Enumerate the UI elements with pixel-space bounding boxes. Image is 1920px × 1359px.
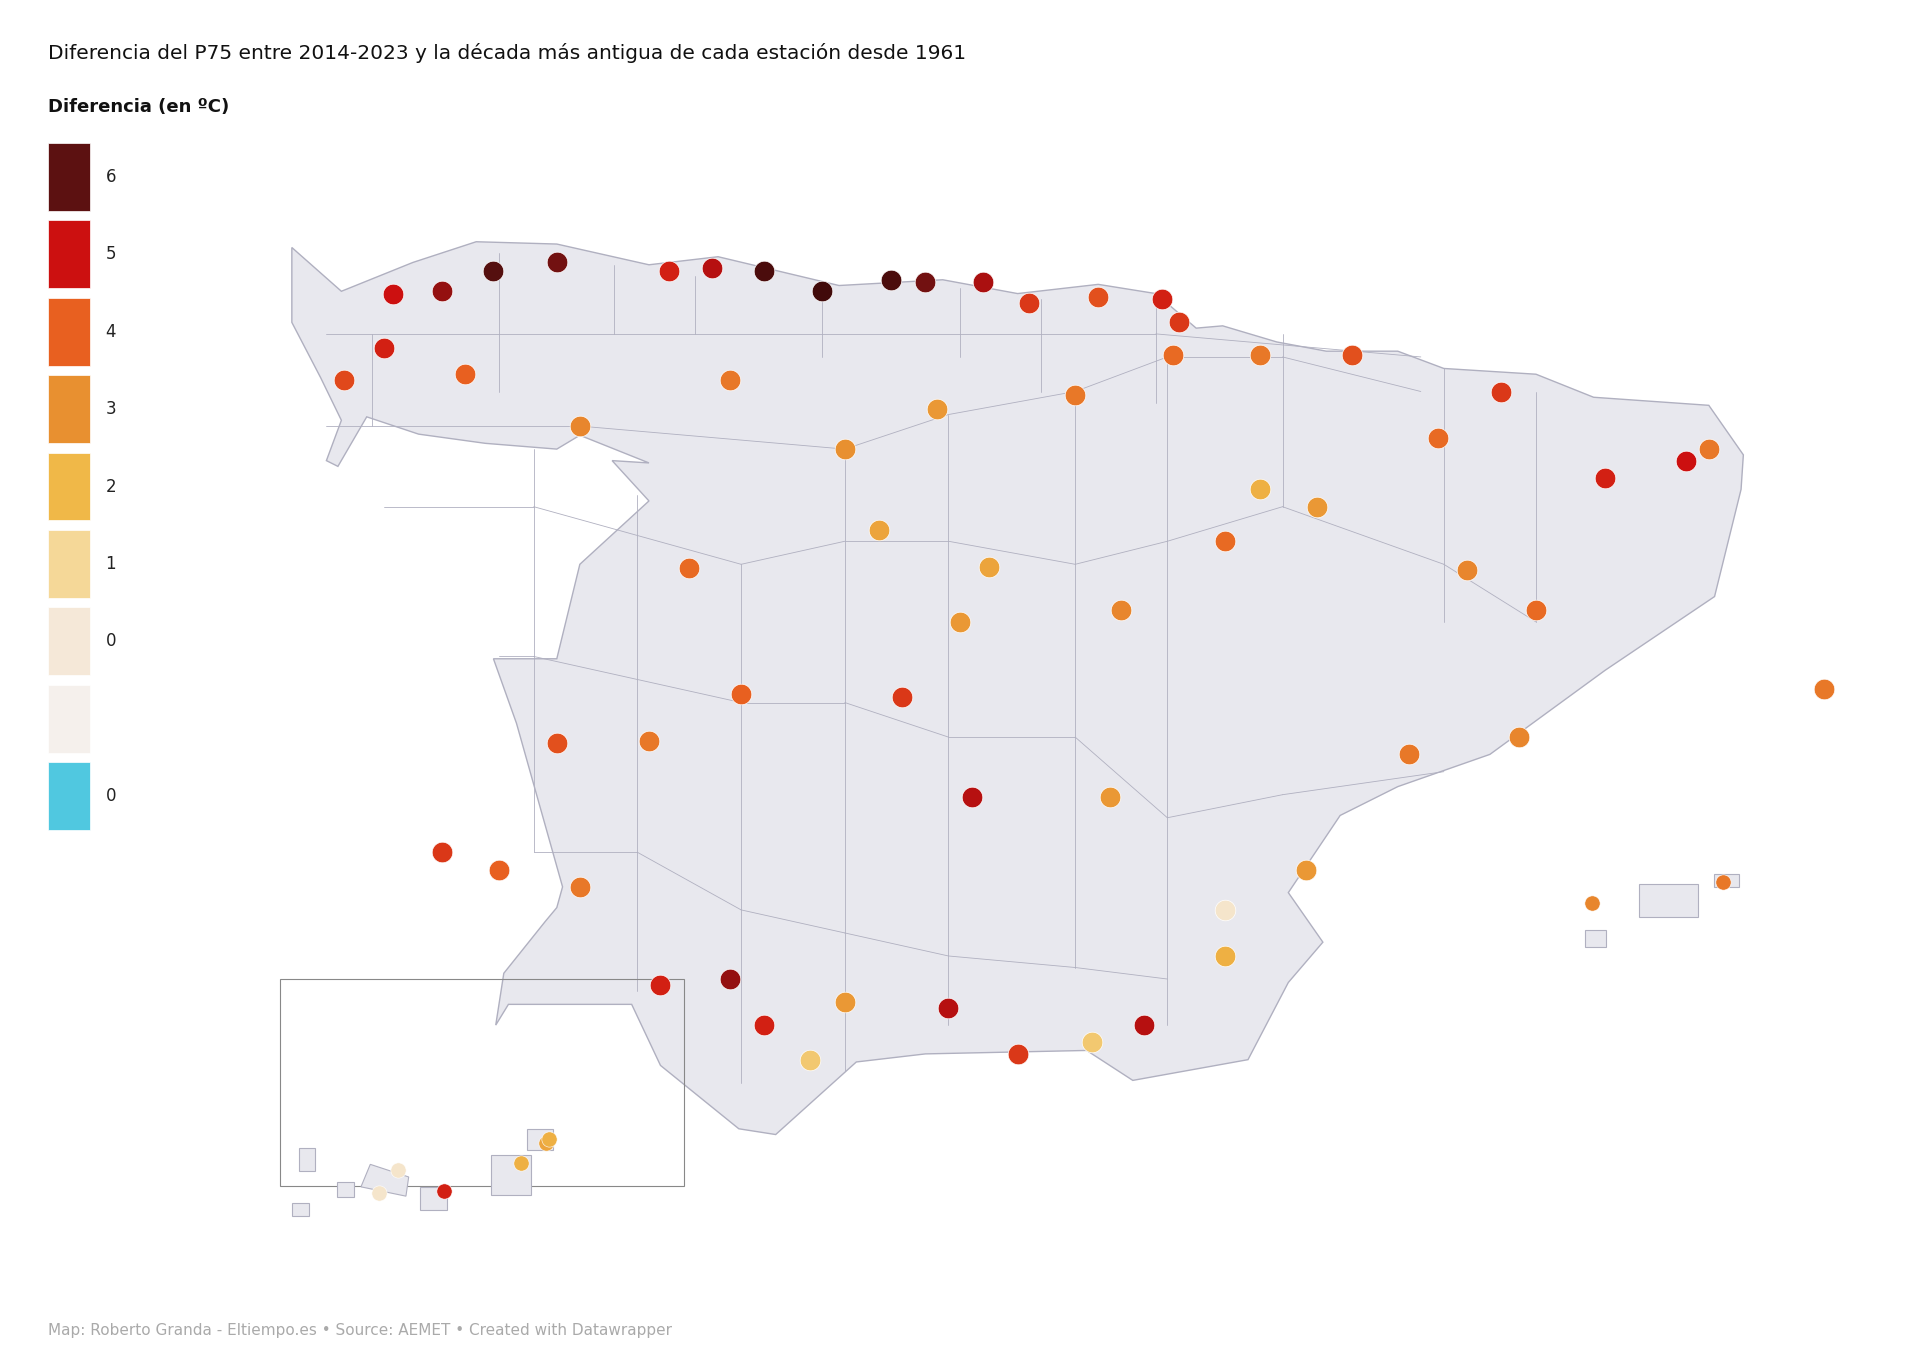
Point [378,283,409,304]
Point [449,363,480,385]
Point [1290,859,1321,881]
Point [1394,743,1425,765]
Point [968,272,998,294]
Text: Diferencia (en ºC): Diferencia (en ºC) [48,98,228,116]
Point [484,859,515,881]
Point [1210,530,1240,552]
Point [645,974,676,996]
Point [1060,385,1091,406]
Point [1503,726,1534,747]
Point [1002,1042,1033,1064]
Point [1576,893,1607,915]
Point [653,260,684,281]
Point [1094,786,1125,807]
Text: 3: 3 [106,400,117,419]
Point [1302,496,1332,518]
Point [1423,427,1453,448]
Point [1693,438,1724,459]
Text: 1: 1 [106,554,117,573]
Polygon shape [338,1182,353,1197]
Point [887,686,918,708]
Point [369,337,399,359]
Bar [280,978,684,1186]
Point [541,733,572,754]
Point [1486,381,1517,402]
Polygon shape [420,1186,447,1210]
Point [714,370,745,391]
Point [1014,292,1044,314]
Point [1244,478,1275,500]
Point [1809,678,1839,700]
Point [829,991,860,1012]
Point [1210,945,1240,966]
Point [1158,344,1188,366]
Point [674,557,705,579]
Point [806,280,837,302]
Point [426,280,457,302]
Point [1077,1031,1108,1053]
Polygon shape [492,1155,532,1195]
Text: 5: 5 [106,245,115,264]
Polygon shape [361,1165,409,1196]
Point [945,612,975,633]
Point [1244,344,1275,366]
Point [1590,467,1620,489]
Point [1210,900,1240,921]
Text: 0: 0 [106,632,115,651]
Polygon shape [1638,885,1697,917]
Point [829,438,860,459]
Point [876,269,906,291]
Polygon shape [292,242,1743,1135]
Point [1707,871,1738,893]
Point [564,877,595,898]
Point [1083,287,1114,308]
Point [956,786,987,807]
Point [749,1014,780,1036]
Point [795,1049,826,1071]
Text: Map: Roberto Granda - Eltiempo.es • Source: AEMET • Created with Datawrapper: Map: Roberto Granda - Eltiempo.es • Sour… [48,1322,672,1337]
Point [1452,559,1482,580]
Text: 4: 4 [106,322,115,341]
Point [922,398,952,420]
Point [564,416,595,438]
Text: 6: 6 [106,167,115,186]
Point [428,1180,459,1201]
Point [973,556,1004,578]
Polygon shape [300,1148,315,1171]
Point [749,260,780,281]
Text: 0: 0 [106,787,115,806]
Point [910,272,941,294]
Point [634,730,664,752]
Point [726,684,756,705]
Point [1521,599,1551,621]
Text: Diferencia del P75 entre 2014-2023 y la década más antigua de cada estación desd: Diferencia del P75 entre 2014-2023 y la … [48,43,966,64]
Polygon shape [292,1203,309,1216]
Point [426,841,457,863]
Point [328,370,359,391]
Point [1164,311,1194,333]
Point [1670,450,1701,472]
Point [363,1182,394,1204]
Point [505,1152,536,1174]
Point [541,251,572,273]
Point [1146,288,1177,310]
Polygon shape [1586,931,1607,947]
Polygon shape [1715,874,1740,887]
Point [1129,1014,1160,1036]
Point [1336,344,1367,366]
Point [864,519,895,541]
Point [1106,599,1137,621]
Point [382,1159,413,1181]
Polygon shape [526,1129,553,1150]
Point [530,1132,561,1154]
Point [697,257,728,279]
Point [582,1147,612,1169]
Point [534,1128,564,1150]
Point [478,260,509,281]
Point [933,998,964,1019]
Text: 2: 2 [106,477,117,496]
Point [714,968,745,989]
